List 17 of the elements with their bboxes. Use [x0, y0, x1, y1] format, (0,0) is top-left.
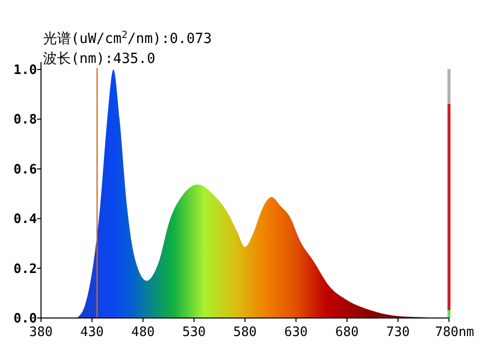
- x-tick-label: 780nm: [435, 325, 474, 340]
- y-tick-label: 0.4: [14, 212, 38, 228]
- y-tick-label: 0.8: [14, 112, 38, 128]
- x-tick-label: 680: [335, 325, 359, 340]
- y-tick-label: 0.0: [14, 312, 38, 327]
- y-tick-label: 1.0: [14, 63, 38, 78]
- chart-subtitle: 波长(nm):435.0: [43, 51, 156, 67]
- x-tick-label: 480: [131, 325, 155, 340]
- chart-title: 光谱(uW/cm$^{2}$/nm):0.073: [43, 30, 212, 47]
- y-tick-label: 0.6: [14, 162, 38, 178]
- x-tick-label: 730: [386, 325, 410, 340]
- x-tick-label: 580: [233, 325, 257, 340]
- x-tick-label: 630: [284, 325, 308, 340]
- x-tick-label: 530: [182, 325, 206, 340]
- x-tick-label: 380: [29, 325, 53, 340]
- x-tick-label: 430: [80, 325, 104, 340]
- y-tick-label: 0.2: [14, 262, 37, 277]
